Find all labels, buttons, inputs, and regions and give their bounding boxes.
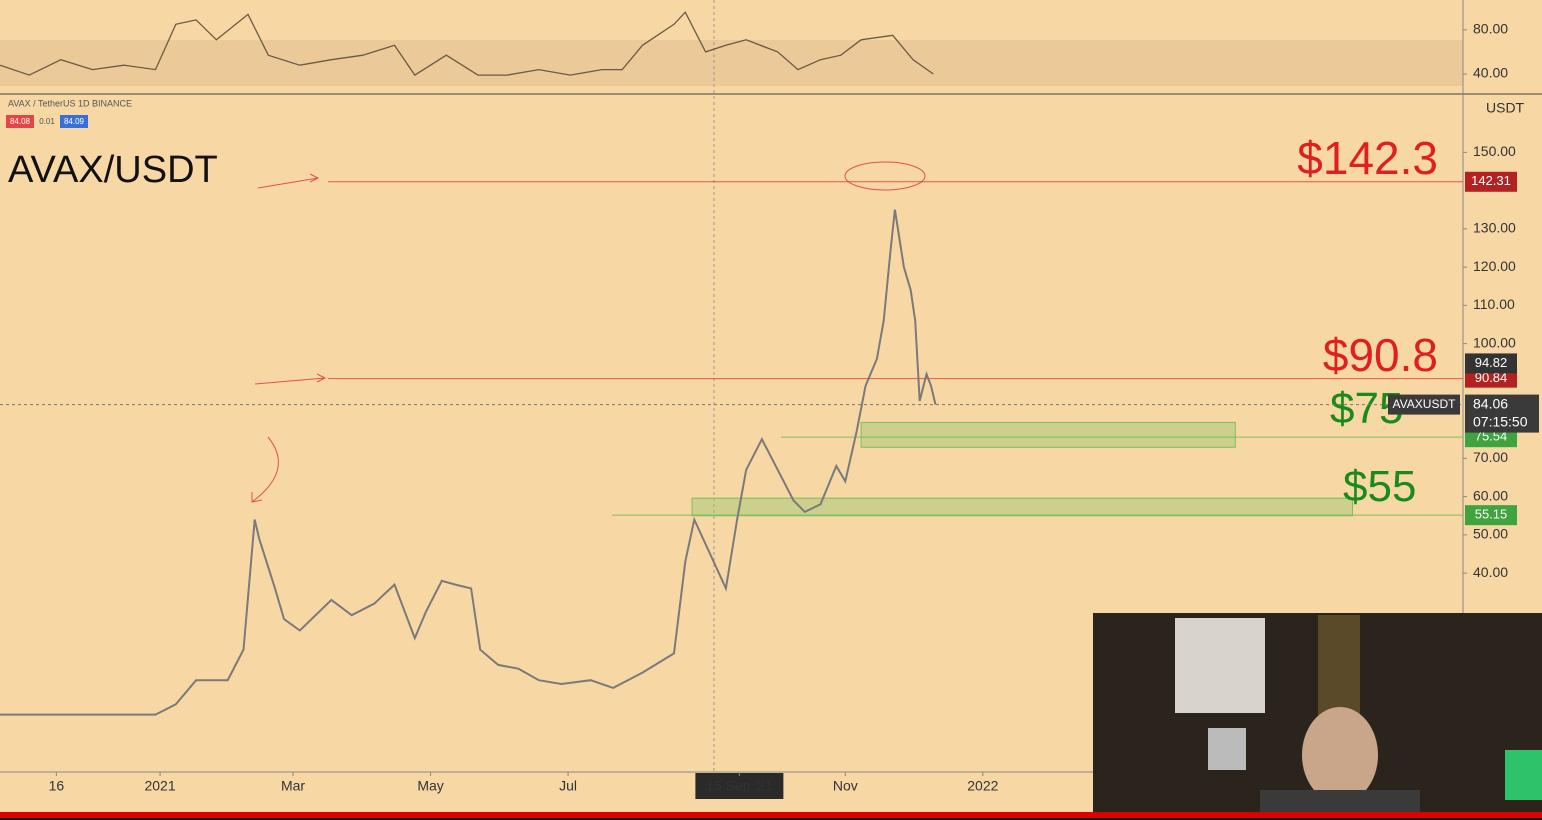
level-label: $142.3	[1297, 132, 1438, 184]
y-tick-label: 70.00	[1473, 449, 1508, 465]
hand-arrow	[251, 436, 279, 503]
y-tick-label: 110.00	[1473, 296, 1515, 312]
last-price-name: AVAXUSDT	[1393, 397, 1457, 411]
y-tick-label: 40.00	[1473, 564, 1508, 580]
x-tick-label: 16	[49, 778, 65, 794]
price-badge	[1465, 353, 1517, 374]
hand-circle	[844, 161, 926, 191]
y-tick-label: 50.00	[1473, 526, 1508, 542]
webcam-frame	[1175, 618, 1265, 713]
level-tag: 90.84	[1475, 370, 1508, 385]
unit: USDT	[1486, 100, 1525, 116]
x-tick-label: Mar	[281, 778, 305, 794]
support-zone	[691, 497, 1354, 517]
zone-tag: 55.15	[1475, 507, 1508, 522]
symbol: AVAX / TetherUS 1D BINANCE	[8, 98, 132, 108]
y-tick-label: 130.00	[1473, 220, 1516, 236]
y-tick-label: 60.00	[1473, 487, 1508, 503]
buy-price: 84.09	[64, 117, 85, 126]
sell-box	[6, 115, 34, 128]
plot: $7575.54$5555.15$142.3142.31$90.890.8420…	[0, 11, 1539, 799]
sell-price: 84.08	[10, 117, 31, 126]
y-tick-label: 120.00	[1473, 258, 1516, 274]
chart-title: AVAX/USDT	[8, 149, 218, 191]
rsi-tick-label: 40.00	[1473, 65, 1508, 81]
x-tick-label: Jul	[559, 778, 577, 794]
price-badge-label: 94.82	[1475, 355, 1508, 370]
zone-tag-box	[1465, 505, 1517, 526]
x-tick-label: 15 Sep '21	[706, 778, 773, 794]
spread: 0.01	[39, 117, 55, 126]
webcam-poster	[1318, 615, 1360, 715]
rsi-line	[0, 11, 934, 76]
buy-box	[60, 115, 88, 128]
y-tick-label: 150.00	[1473, 143, 1516, 159]
hand-arrow	[254, 373, 327, 385]
x-tick-highlight	[695, 773, 784, 799]
x-tick-label: 2021	[144, 778, 175, 794]
subscribe-button[interactable]	[1505, 750, 1542, 800]
webcam-plaque	[1208, 728, 1246, 770]
webcam-person-body	[1260, 790, 1420, 815]
hand-arrow	[257, 173, 320, 189]
price-badge-label: 142.31	[1471, 173, 1511, 188]
webcam-person	[1302, 707, 1378, 803]
x-tick-label: 2022	[967, 778, 998, 794]
countdown: 07:15:50	[1473, 413, 1528, 429]
rsi-tick-label: 80.00	[1473, 21, 1508, 37]
rsi-band	[0, 40, 1463, 86]
last-price-name-box	[1388, 394, 1460, 415]
level-label: $90.8	[1323, 329, 1438, 381]
y-tick-label: 100.00	[1473, 334, 1516, 350]
level-tag-box	[1465, 369, 1517, 388]
x-tick-label: Nov	[833, 778, 858, 794]
x-tick-label: May	[417, 778, 443, 794]
last-price-box	[1465, 394, 1539, 433]
last-price: 84.06	[1473, 395, 1508, 411]
price-line	[0, 209, 937, 716]
video-progress	[0, 812, 1542, 818]
support-zone	[860, 421, 1236, 448]
price-badge	[1465, 171, 1517, 192]
zone-label: $55	[1343, 462, 1416, 511]
